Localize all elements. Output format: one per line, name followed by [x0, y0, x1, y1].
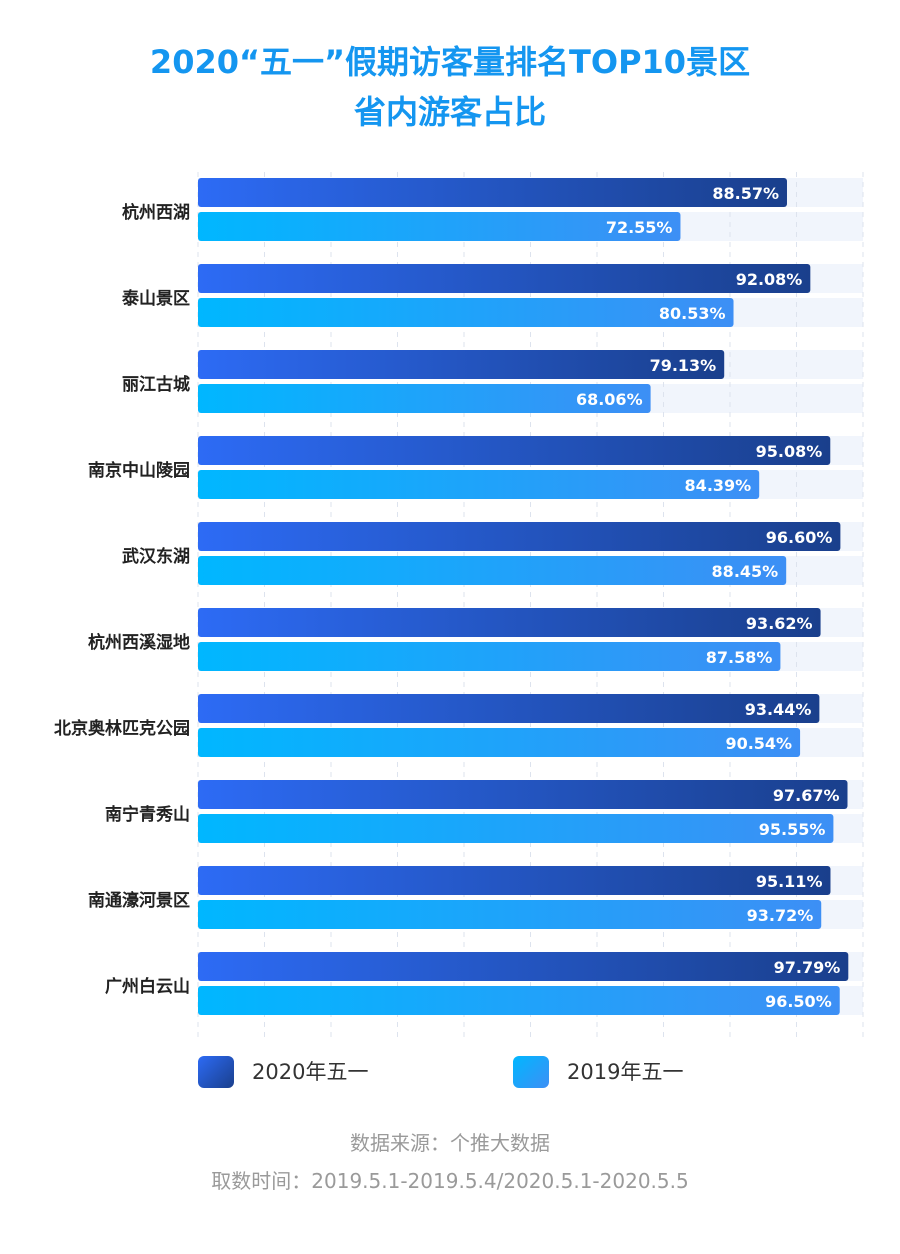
- category-label: 南宁青秀山: [105, 804, 190, 825]
- category-label: 南通濠河景区: [88, 890, 190, 911]
- bar-2020: [198, 350, 725, 379]
- bar-2020: [198, 436, 831, 465]
- legend-swatch-2019: [513, 1056, 549, 1088]
- bar-2020: [198, 694, 820, 723]
- bar-2020: [198, 866, 831, 895]
- category-label: 南京中山陵园: [88, 460, 190, 481]
- data-label: 80.53%: [659, 304, 726, 323]
- bar-chart: 杭州西湖 88.57% 72.55% 泰山景区 92.08% 80.53% 丽江古城 79.1…: [54, 172, 864, 1040]
- data-label: 92.08%: [736, 270, 803, 289]
- data-label: 87.58%: [706, 648, 773, 667]
- data-label: 96.60%: [766, 528, 833, 547]
- data-label: 90.54%: [725, 734, 792, 753]
- data-label: 84.39%: [685, 476, 752, 495]
- data-label: 97.79%: [774, 958, 841, 977]
- chart-title: 2020“五一”假期访客量排名TOP10景区: [149, 43, 751, 81]
- bar-2019: [198, 556, 787, 585]
- bar-2020: [198, 264, 811, 293]
- bar-2019: [198, 986, 840, 1015]
- chart-subtitle: 省内游客占比: [353, 93, 546, 131]
- data-label: 93.44%: [745, 700, 812, 719]
- data-period: 取数时间：2019.5.1-2019.5.4/2020.5.1-2020.5.5: [211, 1169, 689, 1193]
- data-label: 93.72%: [747, 906, 814, 925]
- bar-2019: [198, 814, 834, 843]
- data-label: 95.11%: [756, 872, 823, 891]
- bar-2019: [198, 728, 801, 757]
- bar-2019: [198, 212, 681, 241]
- data-source: 数据来源：个推大数据: [350, 1131, 550, 1155]
- data-label: 95.08%: [756, 442, 823, 461]
- category-label: 泰山景区: [122, 288, 190, 309]
- category-label: 杭州西湖: [122, 202, 190, 223]
- bar-2019: [198, 470, 760, 499]
- category-label: 丽江古城: [122, 374, 190, 395]
- legend-label-2019: 2019年五一: [567, 1060, 684, 1084]
- data-label: 96.50%: [765, 992, 832, 1011]
- bar-2020: [198, 952, 849, 981]
- legend-swatch-2020: [198, 1056, 234, 1088]
- category-label: 广州白云山: [105, 976, 190, 997]
- data-label: 95.55%: [759, 820, 826, 839]
- data-label: 88.45%: [712, 562, 779, 581]
- bar-2019: [198, 298, 734, 327]
- bar-2019: [198, 642, 781, 671]
- data-label: 72.55%: [606, 218, 673, 237]
- data-label: 93.62%: [746, 614, 813, 633]
- data-label: 97.67%: [773, 786, 840, 805]
- bar-2020: [198, 608, 821, 637]
- bar-2019: [198, 900, 822, 929]
- category-label: 杭州西溪湿地: [88, 632, 190, 653]
- data-label: 68.06%: [576, 390, 643, 409]
- category-label: 武汉东湖: [122, 546, 190, 567]
- bar-2020: [198, 522, 841, 551]
- bar-2020: [198, 178, 787, 207]
- data-label: 79.13%: [650, 356, 717, 375]
- legend-label-2020: 2020年五一: [252, 1060, 369, 1084]
- category-label: 北京奥林匹克公园: [54, 718, 190, 739]
- bar-2020: [198, 780, 848, 809]
- data-label: 88.57%: [712, 184, 779, 203]
- bar-2019: [198, 384, 651, 413]
